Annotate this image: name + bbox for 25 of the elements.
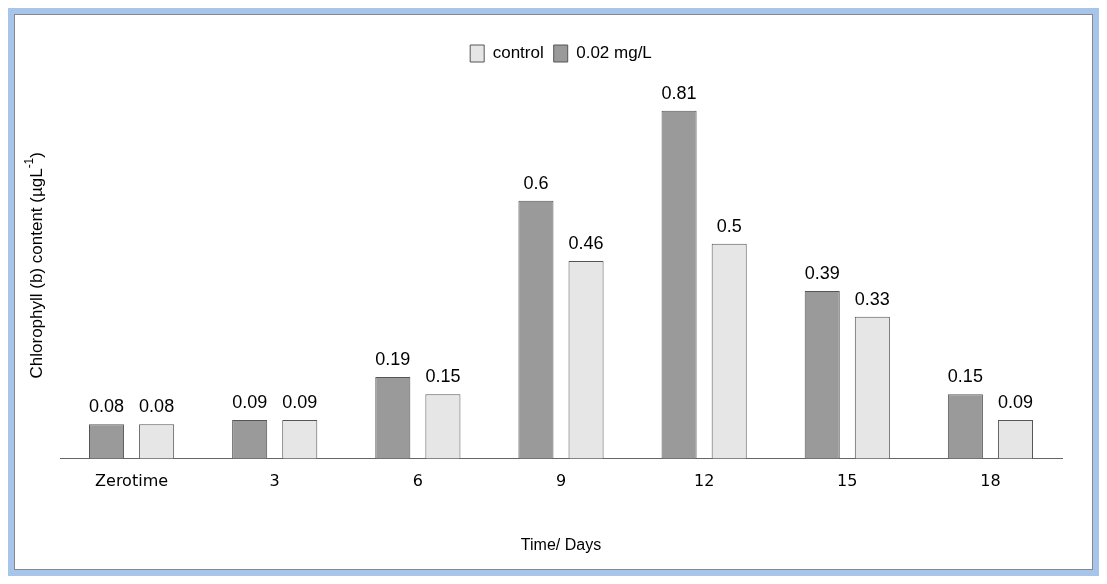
legend-label: 0.02 mg/L: [576, 43, 652, 63]
y-axis-title: Chlorophyll (b) content (µgL-1): [22, 152, 46, 379]
data-label: 0.19: [375, 348, 411, 369]
data-label: 0.09: [282, 391, 318, 412]
data-label: 0.09: [997, 391, 1033, 412]
data-label: 0.08: [139, 396, 175, 417]
data-label: 0.33: [854, 288, 890, 309]
data-label: 0.6: [523, 172, 549, 193]
x-tick-label: Zerotime: [95, 471, 169, 491]
x-tick-label: 15: [837, 471, 858, 491]
data-label: 0.39: [804, 263, 840, 284]
data-label: 0.81: [661, 82, 697, 103]
x-tick-label: 18: [980, 471, 1001, 491]
data-label: 0.5: [716, 215, 742, 236]
data-label: 0.15: [947, 366, 983, 387]
data-label: 0.09: [232, 391, 268, 412]
data-label: 0.46: [568, 232, 604, 253]
x-axis-title: Time/ Days: [520, 535, 602, 553]
data-label: 0.08: [89, 396, 125, 417]
data-label: 0.15: [425, 366, 461, 387]
x-tick-label: 9: [555, 471, 567, 491]
x-tick-label: 6: [412, 471, 423, 491]
legend-label: control: [492, 43, 544, 63]
x-tick-label: 3: [269, 471, 280, 491]
x-tick-label: 12: [693, 471, 715, 491]
